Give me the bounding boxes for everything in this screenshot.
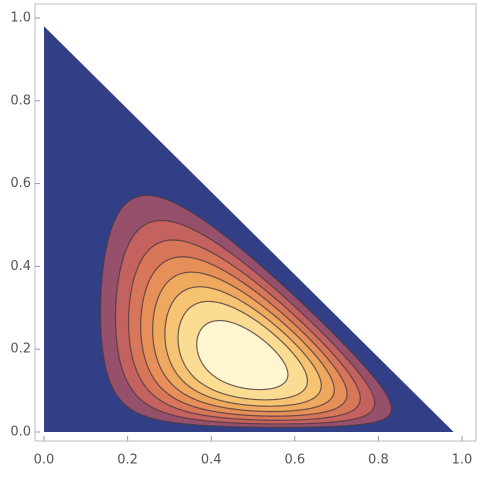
frame — [34, 3, 477, 442]
y-tick-label: 1.0 — [10, 11, 31, 26]
y-tick-label: 0.0 — [10, 425, 31, 440]
y-tick-label: 0.2 — [10, 342, 31, 357]
y-tick-label: 0.8 — [10, 93, 31, 108]
x-tick-label: 1.0 — [452, 453, 473, 468]
y-tick-label: 0.4 — [10, 259, 31, 274]
contour-band — [196, 319, 289, 391]
x-tick-label: 0.8 — [368, 453, 389, 468]
y-tick-label: 0.6 — [10, 176, 31, 191]
x-tick-label: 0.0 — [34, 453, 55, 468]
x-tick-label: 0.6 — [284, 453, 305, 468]
x-tick-label: 0.4 — [201, 453, 222, 468]
x-tick-label: 0.2 — [117, 453, 138, 468]
